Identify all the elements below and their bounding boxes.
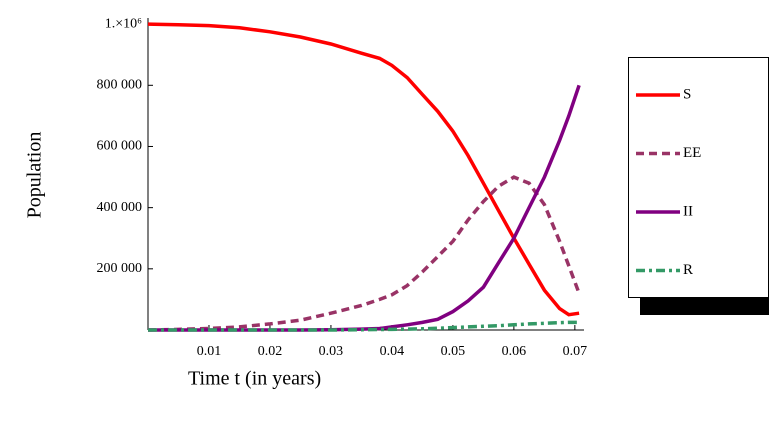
series-line xyxy=(147,175,581,332)
series-line xyxy=(148,320,580,332)
y-tick-label: 200 000 xyxy=(97,261,143,276)
legend-label: EE xyxy=(683,145,701,161)
legend-label: II xyxy=(683,203,693,219)
x-tick-label: 0.04 xyxy=(380,344,405,359)
legend-box xyxy=(628,57,769,298)
x-tick-label: 0.06 xyxy=(502,344,527,359)
y-axis-title: Population xyxy=(24,132,46,219)
y-tick-label: 600 000 xyxy=(97,139,143,154)
x-tick-label: 0.03 xyxy=(319,344,344,359)
y-tick-label: 1.×10⁶ xyxy=(105,16,142,31)
x-axis-title: Time t (in years) xyxy=(188,368,321,390)
x-tick-label: 0.07 xyxy=(563,344,588,359)
x-tick-label: 0.01 xyxy=(197,344,222,359)
legend-shadow xyxy=(640,298,769,315)
legend-label: S xyxy=(683,86,691,102)
legend: S EE II R xyxy=(628,57,769,315)
x-tick-label: 0.05 xyxy=(441,344,466,359)
y-tick-label: 800 000 xyxy=(97,78,143,93)
series-line xyxy=(147,22,580,317)
y-tick-label: 400 000 xyxy=(97,200,143,215)
legend-label: R xyxy=(683,262,693,278)
x-tick-label: 0.02 xyxy=(258,344,283,359)
series-line xyxy=(148,84,581,332)
